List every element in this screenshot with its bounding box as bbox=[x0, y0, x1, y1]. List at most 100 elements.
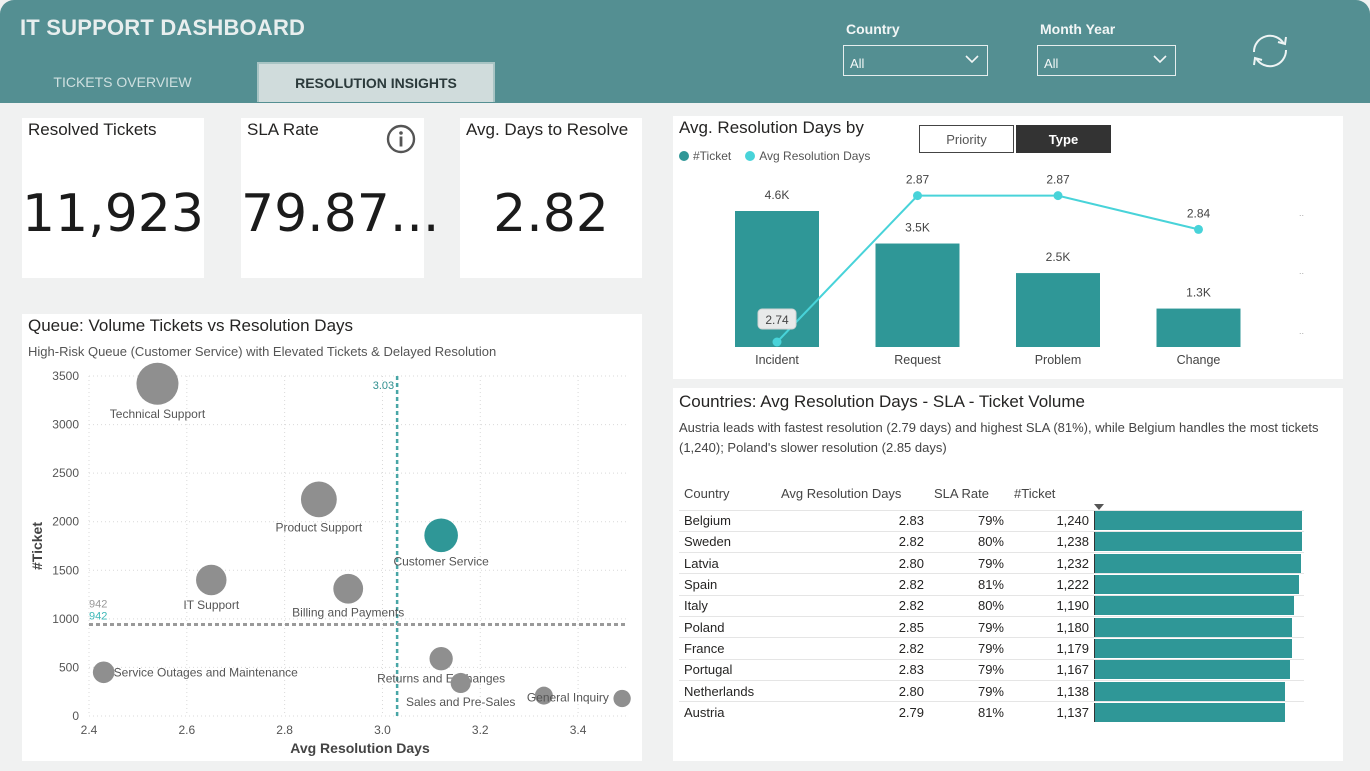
cell-ticket: 1,180 bbox=[1009, 615, 1094, 638]
category-tick-label: Incident bbox=[755, 353, 799, 367]
queue-bubble[interactable] bbox=[136, 362, 179, 405]
queue-bubble[interactable] bbox=[613, 689, 631, 708]
legend-dot-ticket bbox=[679, 151, 689, 161]
line-data-label: 2.87 bbox=[906, 173, 930, 187]
bubble-label: Product Support bbox=[276, 520, 363, 534]
column-header-ticket[interactable]: #Ticket bbox=[1014, 486, 1056, 502]
cell-sla-rate: 79% bbox=[929, 615, 1009, 638]
refresh-icon[interactable] bbox=[1246, 30, 1294, 72]
y-tick-label: 0 bbox=[72, 709, 79, 723]
ref-y-label: 942 bbox=[89, 598, 107, 610]
table-row[interactable]: Portugal 2.83 79% 1,167 bbox=[679, 658, 1304, 681]
x-tick-label: 2.8 bbox=[276, 723, 293, 737]
resolution-by-type-card: Avg. Resolution Days by Priority Type #T… bbox=[673, 116, 1343, 379]
cell-ticket-bar bbox=[1094, 637, 1304, 660]
queue-bubble[interactable] bbox=[450, 672, 471, 694]
country-filter-label: Country bbox=[846, 21, 900, 37]
cell-ticket-bar bbox=[1094, 701, 1304, 723]
queue-bubble[interactable] bbox=[429, 647, 453, 671]
x-tick-label: 2.6 bbox=[178, 723, 195, 737]
ticket-data-bar bbox=[1094, 575, 1299, 595]
country-dropdown-value: All bbox=[850, 56, 865, 71]
toggle-priority-button[interactable]: Priority bbox=[919, 125, 1014, 153]
cell-ticket: 1,232 bbox=[1009, 552, 1094, 574]
table-row[interactable]: Italy 2.82 80% 1,190 bbox=[679, 594, 1304, 617]
queue-bubble[interactable] bbox=[92, 661, 115, 684]
cell-avg-days: 2.82 bbox=[776, 637, 929, 660]
cell-ticket-bar bbox=[1094, 552, 1304, 574]
page-title: IT SUPPORT DASHBOARD bbox=[20, 15, 306, 40]
queue-bubble[interactable] bbox=[333, 573, 364, 604]
month-year-dropdown[interactable]: All bbox=[1037, 45, 1176, 76]
cell-country: Austria bbox=[679, 701, 776, 723]
cell-sla-rate: 79% bbox=[929, 637, 1009, 660]
avg-days-point bbox=[1053, 191, 1063, 201]
table-row[interactable]: Sweden 2.82 80% 1,238 bbox=[679, 530, 1304, 553]
bubble-label: IT Support bbox=[183, 598, 239, 612]
hidden-axis-marker: .. bbox=[1299, 326, 1304, 336]
tab-tickets-overview[interactable]: TICKETS OVERVIEW bbox=[53, 74, 192, 90]
kpi-value: 2.82 bbox=[493, 184, 609, 244]
cell-country: Latvia bbox=[679, 552, 776, 574]
bubble-label: Returns and Exchanges bbox=[377, 672, 505, 686]
country-dropdown[interactable]: All bbox=[843, 45, 988, 76]
column-header-sla-rate[interactable]: SLA Rate bbox=[934, 486, 989, 502]
cell-country: Poland bbox=[679, 615, 776, 638]
legend-label-ticket: #Ticket bbox=[693, 149, 732, 163]
queue-bubble[interactable] bbox=[196, 564, 227, 596]
table-row[interactable]: Latvia 2.80 79% 1,232 bbox=[679, 552, 1304, 574]
info-icon[interactable] bbox=[386, 124, 416, 154]
bubble-label: Sales and Pre-Sales bbox=[406, 695, 515, 709]
toggle-type-button[interactable]: Type bbox=[1016, 125, 1111, 153]
cell-avg-days: 2.83 bbox=[776, 658, 929, 681]
column-header-ticket-bar[interactable] bbox=[1094, 478, 1304, 510]
bubble-label: Customer Service bbox=[393, 554, 489, 568]
queue-bubble[interactable] bbox=[424, 518, 458, 553]
y-tick-label: 500 bbox=[59, 660, 79, 674]
cell-avg-days: 2.79 bbox=[776, 701, 929, 723]
kpi-card-sla-rate: SLA Rate 79.87... bbox=[241, 118, 439, 278]
column-header-country[interactable]: Country bbox=[684, 486, 730, 502]
table-row[interactable]: Poland 2.85 79% 1,180 bbox=[679, 615, 1304, 638]
month-year-dropdown-value: All bbox=[1044, 56, 1059, 71]
cell-sla-rate: 79% bbox=[929, 552, 1009, 574]
table-row[interactable]: Belgium 2.83 79% 1,240 bbox=[679, 509, 1304, 532]
legend-label-avg-days: Avg Resolution Days bbox=[759, 149, 871, 163]
bar-data-label: 2.5K bbox=[1046, 250, 1071, 264]
y-tick-label: 3000 bbox=[52, 418, 79, 432]
column-header-avg-days[interactable]: Avg Resolution Days bbox=[781, 486, 902, 502]
line-data-label: 2.74 bbox=[765, 313, 789, 327]
tab-resolution-insights[interactable]: RESOLUTION INSIGHTS bbox=[257, 62, 495, 102]
chart-title: Queue: Volume Tickets vs Resolution Days bbox=[28, 316, 354, 335]
cell-ticket: 1,179 bbox=[1009, 637, 1094, 660]
kpi-card-resolved-tickets: Resolved Tickets 11,923 bbox=[22, 118, 204, 278]
table-row[interactable]: Netherlands 2.80 79% 1,138 bbox=[679, 679, 1304, 702]
chart-legend: #Ticket Avg Resolution Days bbox=[679, 149, 870, 163]
cell-avg-days: 2.83 bbox=[776, 509, 929, 532]
avg-days-line bbox=[776, 194, 1199, 343]
table-header-row: Country Avg Resolution Days SLA Rate #Ti… bbox=[679, 478, 1304, 510]
bar-data-label: 4.6K bbox=[765, 188, 790, 202]
kpi-value: 11,923 bbox=[22, 184, 204, 244]
table-row[interactable]: Austria 2.79 81% 1,137 bbox=[679, 701, 1304, 723]
legend-dot-avg-days bbox=[745, 151, 756, 161]
x-tick-label: 3.0 bbox=[374, 723, 391, 737]
chart-title: Avg. Resolution Days by bbox=[679, 118, 864, 137]
ticket-bar bbox=[875, 243, 960, 347]
table-row[interactable]: Spain 2.82 81% 1,222 bbox=[679, 573, 1304, 596]
category-tick-label: Request bbox=[894, 353, 941, 367]
y-tick-label: 2000 bbox=[52, 515, 79, 529]
queue-bubble[interactable] bbox=[534, 686, 553, 705]
queue-bubble[interactable] bbox=[300, 481, 337, 518]
table-title: Countries: Avg Resolution Days - SLA - T… bbox=[679, 392, 1085, 411]
ticket-data-bar bbox=[1094, 703, 1285, 723]
table-subtitle: Austria leads with fastest resolution (2… bbox=[679, 420, 1319, 455]
table-row[interactable]: France 2.82 79% 1,179 bbox=[679, 637, 1304, 660]
y-tick-label: 1500 bbox=[52, 563, 79, 577]
bar-data-label: 1.3K bbox=[1186, 286, 1211, 300]
cell-avg-days: 2.82 bbox=[776, 573, 929, 596]
y-tick-label: 3500 bbox=[52, 369, 79, 383]
cell-sla-rate: 81% bbox=[929, 573, 1009, 596]
cell-avg-days: 2.85 bbox=[776, 615, 929, 638]
ref-x-label: 3.03 bbox=[373, 380, 394, 392]
